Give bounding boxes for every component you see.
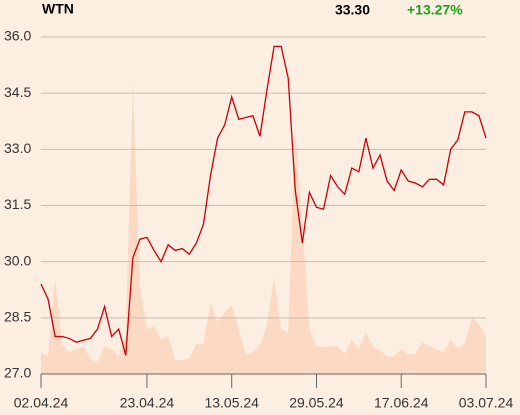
y-tick-label: 33.0	[4, 140, 31, 156]
ticker: WTN	[42, 1, 74, 17]
y-tick-label: 27.0	[4, 365, 31, 381]
y-tick-label: 28.5	[4, 309, 31, 325]
y-tick-label: 36.0	[4, 28, 31, 44]
y-tick-label: 34.5	[4, 84, 31, 100]
x-tick-label: 23.04.24	[120, 395, 175, 411]
price-change: +13.27%	[407, 2, 463, 18]
x-tick-label: 03.07.24	[459, 395, 514, 411]
x-tick-label: 17.06.24	[374, 395, 429, 411]
x-tick-label: 13.05.24	[204, 395, 259, 411]
price-line	[40, 45, 487, 356]
volume-area	[41, 82, 486, 374]
last-price: 33.30	[335, 2, 370, 18]
x-tick-label: 02.04.24	[14, 395, 69, 411]
y-tick-label: 30.0	[4, 252, 31, 268]
x-tick-label: 29.05.24	[289, 395, 344, 411]
y-tick-label: 31.5	[4, 196, 31, 212]
